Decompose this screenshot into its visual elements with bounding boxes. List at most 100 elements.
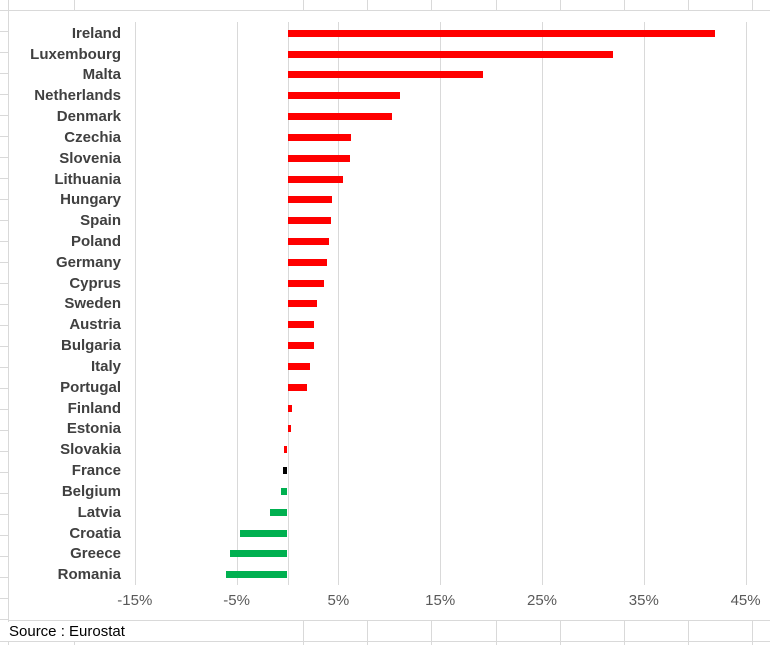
bar-hungary[interactable] [288,196,332,204]
sheet-gridline [0,493,8,494]
bar-netherlands[interactable] [288,92,400,100]
sheet-gridline [688,641,689,645]
sheet-gridline [0,388,8,389]
bar-lithuania[interactable] [288,175,343,183]
bar-slovakia[interactable] [283,446,287,454]
bar-slovenia[interactable] [288,154,351,162]
sheet-gridline [560,621,561,641]
sheet-gridline [495,0,497,10]
gridline [236,22,238,585]
bar-finland[interactable] [288,404,293,412]
bar-romania[interactable] [225,571,287,579]
x-tick-label: 15% [425,592,456,609]
sheet-gridline [0,199,8,200]
category-label-finland: Finland [67,399,121,417]
sheet-gridline [0,472,8,473]
sheet-gridline [303,621,304,641]
bar-spain[interactable] [288,217,331,225]
sheet-gridline [752,621,753,641]
category-label-germany: Germany [55,253,121,271]
bar-poland[interactable] [288,238,329,245]
sheet-gridline [0,283,8,284]
bar-estonia[interactable] [288,425,292,433]
bar-bulgaria[interactable] [288,342,315,350]
category-label-france: France [71,462,121,480]
sheet-gridline [0,409,8,410]
bar-cyprus[interactable] [288,279,324,287]
sheet-gridline [0,31,8,32]
gridline [134,22,136,585]
bar-sweden[interactable] [288,300,317,308]
bar-belgium[interactable] [280,487,287,495]
sheet-gridline [0,73,8,74]
category-label-portugal: Portugal [60,378,121,396]
sheet-gridline [0,94,8,95]
category-label-netherlands: Netherlands [34,87,121,105]
category-label-romania: Romania [57,566,121,584]
sheet-gridline [0,367,8,368]
sheet-gridline [752,0,753,10]
category-label-croatia: Croatia [69,524,121,542]
sheet-gridline [0,178,8,179]
bar-denmark[interactable] [288,113,392,121]
sheet-gridline [367,0,368,10]
sheet-gridline [495,621,497,641]
category-label-spain: Spain [80,212,121,230]
bar-latvia[interactable] [269,508,287,516]
sheet-gridline [367,621,368,641]
category-label-malta: Malta [82,66,121,84]
sheet-gridline [0,430,8,431]
sheet-gridline [0,10,8,11]
bar-italy[interactable] [288,362,311,370]
bar-greece[interactable] [229,550,287,558]
source-text: Source : Eurostat [9,623,125,640]
bar-czechia[interactable] [288,133,352,141]
sheet-gridline [495,641,497,645]
sheet-gridline [0,556,8,557]
sheet-gridline [688,0,689,10]
sheet-gridline [624,621,625,641]
category-label-austria: Austria [69,316,121,334]
sheet-gridline [303,0,304,10]
sheet-gridline [0,325,8,326]
bar-croatia[interactable] [240,529,287,537]
category-label-slovenia: Slovenia [59,149,121,167]
x-tick-label: 5% [327,592,350,609]
sheet-gridline [74,0,75,10]
category-label-luxembourg: Luxembourg [30,45,121,63]
category-label-latvia: Latvia [77,503,121,521]
bar-austria[interactable] [288,321,315,329]
sheet-gridline [560,641,561,645]
bar-luxembourg[interactable] [288,50,613,58]
sheet-gridline [0,136,8,137]
source-cell[interactable]: Source : Eurostat [0,622,302,641]
bar-germany[interactable] [288,258,327,266]
category-label-italy: Italy [90,357,121,375]
sheet-gridline [303,641,304,645]
x-tick-label: 25% [526,592,558,609]
sheet-gridline [0,157,8,158]
gridline [643,22,645,585]
chart-object[interactable]: Ireland Luxembourg Malta Netherlands Denmark… [8,10,770,621]
sheet-gridline [0,262,8,263]
category-label-ireland: Ireland [71,24,121,42]
sheet-gridline [0,52,8,53]
category-label-czechia: Czechia [64,128,121,146]
bar-portugal[interactable] [288,383,308,391]
sheet-gridline [431,641,432,645]
x-tick-label: 35% [628,592,659,609]
bar-france[interactable] [282,467,287,475]
bar-malta[interactable] [288,71,484,79]
sheet-gridline [560,0,561,10]
gridline [338,22,340,585]
sheet-gridline [431,621,432,641]
category-label-denmark: Denmark [56,108,121,126]
category-label-sweden: Sweden [64,295,121,313]
sheet-gridline [0,115,8,116]
category-label-greece: Greece [70,545,121,563]
sheet-gridline [0,241,8,242]
sheet-gridline [0,451,8,452]
category-label-estonia: Estonia [66,420,121,438]
bar-ireland[interactable] [288,29,715,37]
